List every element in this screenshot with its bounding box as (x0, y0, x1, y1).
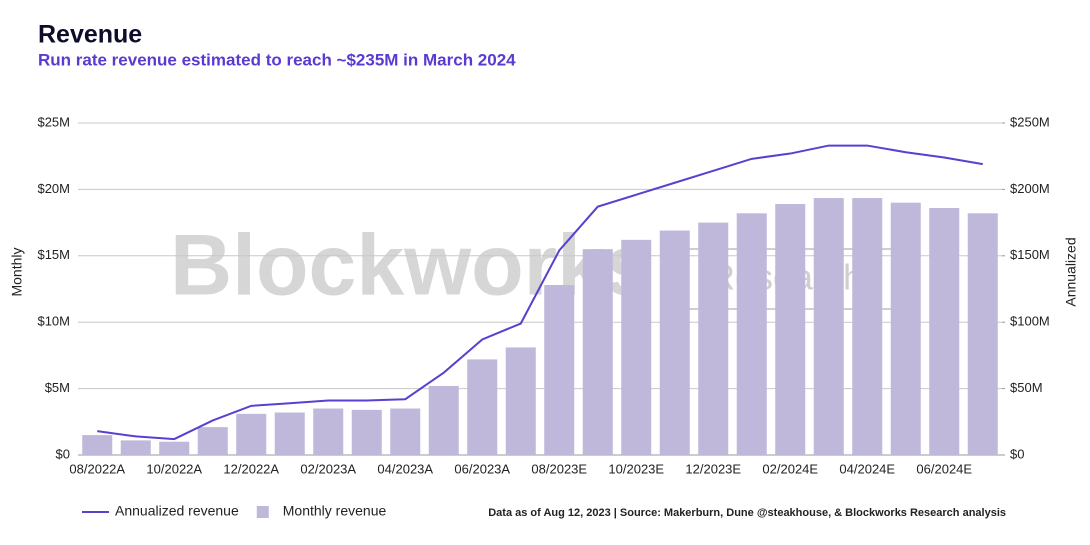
bar (390, 408, 421, 455)
bar (197, 427, 228, 455)
legend-label: Annualized revenue (115, 503, 239, 519)
bar (82, 435, 113, 455)
chart-title: Revenue (38, 21, 142, 49)
bar (775, 204, 806, 455)
x-tick-label: 08/2023E (531, 461, 587, 476)
bar (852, 198, 883, 456)
x-tick-label: 02/2024E (762, 461, 818, 476)
bar (736, 213, 767, 455)
bar (890, 202, 921, 455)
y-tick-label: $5M (45, 380, 70, 395)
bar (544, 285, 575, 455)
y-tick-label: $25M (37, 114, 70, 129)
y2-tick-label: $200M (1010, 181, 1050, 196)
y-tick-label: $20M (37, 181, 70, 196)
legend-label: Monthly revenue (283, 503, 387, 519)
bar (236, 413, 267, 455)
bar (120, 440, 151, 455)
x-tick-label: 04/2024E (839, 461, 895, 476)
y2-tick-label: $250M (1010, 114, 1050, 129)
x-tick-label: 08/2022A (69, 461, 125, 476)
bar (274, 412, 305, 455)
bar (505, 347, 536, 455)
y2-tick-label: $0 (1010, 446, 1024, 461)
x-tick-label: 12/2023E (685, 461, 741, 476)
bar (467, 359, 498, 455)
bar (351, 409, 382, 455)
y2-tick-label: $100M (1010, 314, 1050, 329)
x-tick-label: 06/2024E (916, 461, 972, 476)
x-tick-label: 10/2023E (608, 461, 664, 476)
source-note: Data as of Aug 12, 2023 | Source: Makerb… (488, 507, 1006, 519)
y-tick-label: $15M (37, 247, 70, 262)
bar (313, 408, 344, 455)
bar (813, 198, 844, 456)
bar (929, 207, 960, 455)
bar (967, 213, 998, 455)
x-tick-label: 10/2022A (146, 461, 202, 476)
y2-tick-label: $150M (1010, 247, 1050, 262)
bar (582, 249, 613, 455)
bar (659, 230, 690, 455)
x-tick-label: 12/2022A (223, 461, 279, 476)
y-tick-label: $10M (37, 314, 70, 329)
y-tick-label: $0 (56, 446, 70, 461)
bar (428, 385, 459, 455)
legend-swatch (256, 506, 269, 518)
y2-tick-label: $50M (1010, 380, 1043, 395)
bar (621, 239, 652, 455)
y-axis-title: Monthly (9, 247, 25, 296)
bar (698, 222, 729, 455)
y2-axis-title: Annualized (1063, 237, 1079, 306)
line (97, 144, 983, 441)
x-tick-label: 06/2023A (454, 461, 510, 476)
watermark: Blockworks (170, 218, 653, 314)
x-tick-label: 02/2023A (300, 461, 356, 476)
x-tick-label: 04/2023A (377, 461, 433, 476)
bar (159, 441, 190, 455)
chart-subtitle: Run rate revenue estimated to reach ~$23… (38, 50, 516, 69)
